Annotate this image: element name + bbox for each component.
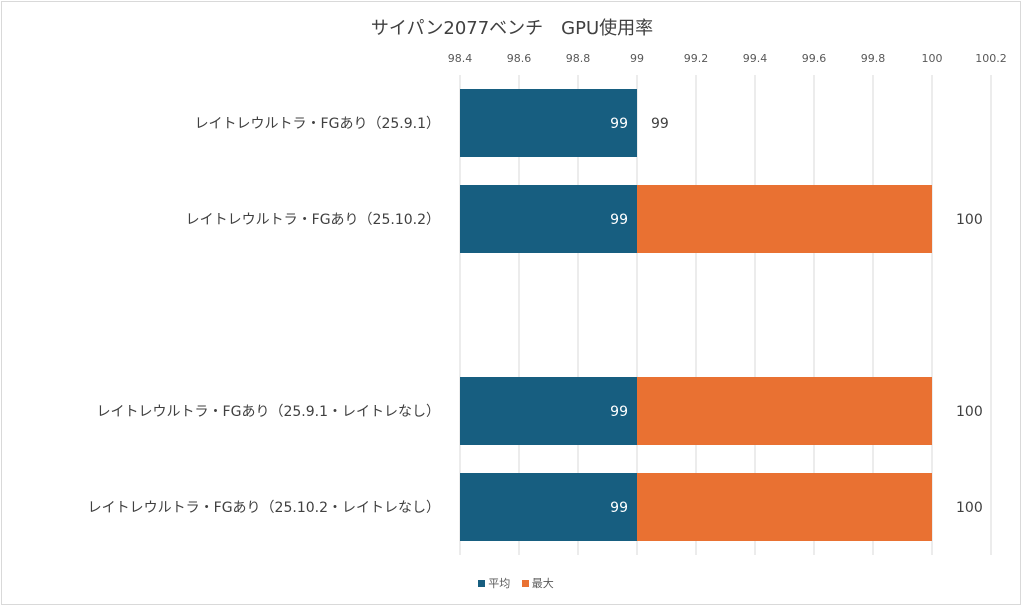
category-label: レイトレウルトラ・FGあり（25.10.2） bbox=[186, 212, 440, 228]
data-label-max: 100 bbox=[956, 500, 983, 516]
data-label-avg: 99 bbox=[610, 116, 628, 132]
x-tick-label: 100 bbox=[922, 52, 943, 65]
legend-swatch-max bbox=[521, 580, 529, 587]
x-tick-label: 99.4 bbox=[743, 52, 768, 65]
x-tick-label: 98.8 bbox=[566, 52, 591, 65]
x-tick-label: 100.2 bbox=[975, 52, 1007, 65]
data-label-avg: 99 bbox=[610, 212, 628, 228]
category-label: レイトレウルトラ・FGあり（25.10.2・レイトレなし） bbox=[88, 500, 440, 516]
x-tick-label: 98.6 bbox=[507, 52, 532, 65]
x-tick-label: 98.4 bbox=[448, 52, 473, 65]
category-label: レイトレウルトラ・FGあり（25.9.1） bbox=[195, 116, 440, 132]
x-tick-label: 99.2 bbox=[684, 52, 709, 65]
data-label-max: 99 bbox=[651, 116, 669, 132]
x-tick-label: 99 bbox=[630, 52, 644, 65]
bar-avg bbox=[460, 89, 637, 157]
legend-label-avg: 平均 bbox=[488, 577, 511, 590]
data-label-avg: 99 bbox=[610, 500, 628, 516]
x-tick-label: 99.8 bbox=[861, 52, 886, 65]
bar-avg bbox=[460, 185, 637, 253]
category-label: レイトレウルトラ・FGあり（25.9.1・レイトレなし） bbox=[97, 404, 440, 420]
data-label-avg: 99 bbox=[610, 404, 628, 420]
legend-swatch-avg bbox=[478, 580, 486, 587]
legend: 平均 最大 bbox=[0, 575, 1024, 591]
bar-avg bbox=[460, 377, 637, 445]
bar-avg bbox=[460, 473, 637, 541]
data-label-max: 100 bbox=[956, 404, 983, 420]
x-tick-label: 99.6 bbox=[802, 52, 827, 65]
legend-label-max: 最大 bbox=[531, 577, 554, 590]
chart-title: サイパン2077ベンチ GPU使用率 bbox=[370, 18, 654, 39]
data-label-max: 100 bbox=[956, 212, 983, 228]
